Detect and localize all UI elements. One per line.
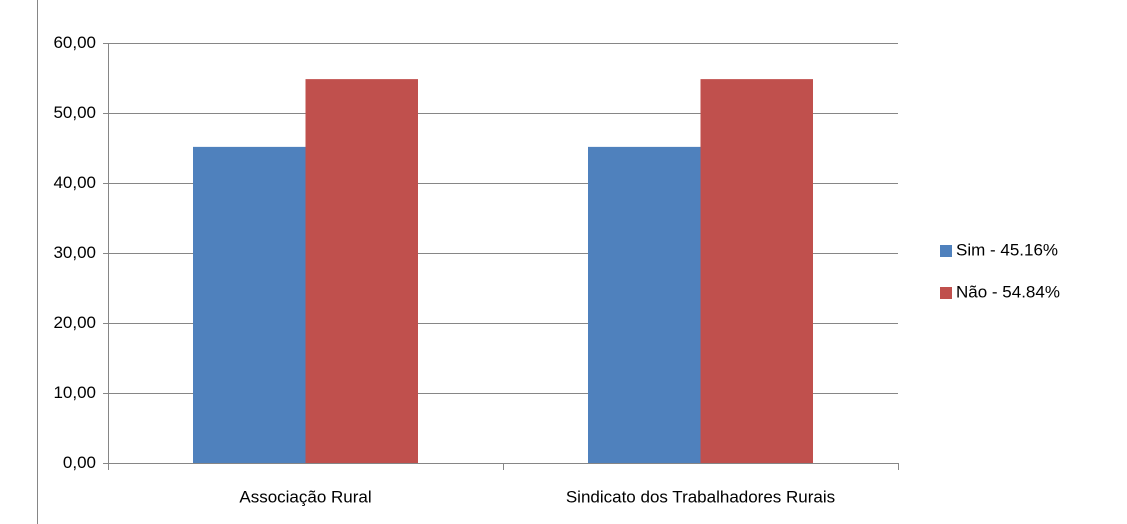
bar xyxy=(305,79,418,464)
y-tick-label: 30,00 xyxy=(53,243,96,262)
y-tick-label: 20,00 xyxy=(53,313,96,332)
legend-label: Não - 54.84% xyxy=(956,282,1060,301)
x-tick-label: Associação Rural xyxy=(239,487,371,506)
legend-swatch xyxy=(940,287,952,299)
legend-swatch xyxy=(940,245,952,257)
y-tick-label: 0,00 xyxy=(63,453,96,472)
x-tick-label: Sindicato dos Trabalhadores Rurais xyxy=(566,487,835,506)
y-tick-label: 50,00 xyxy=(53,103,96,122)
bar xyxy=(700,79,813,464)
y-tick-label: 60,00 xyxy=(53,33,96,52)
legend-label: Sim - 45.16% xyxy=(956,240,1058,259)
y-tick-label: 40,00 xyxy=(53,173,96,192)
bar xyxy=(193,146,306,463)
y-tick-label: 10,00 xyxy=(53,383,96,402)
bar xyxy=(588,146,701,463)
